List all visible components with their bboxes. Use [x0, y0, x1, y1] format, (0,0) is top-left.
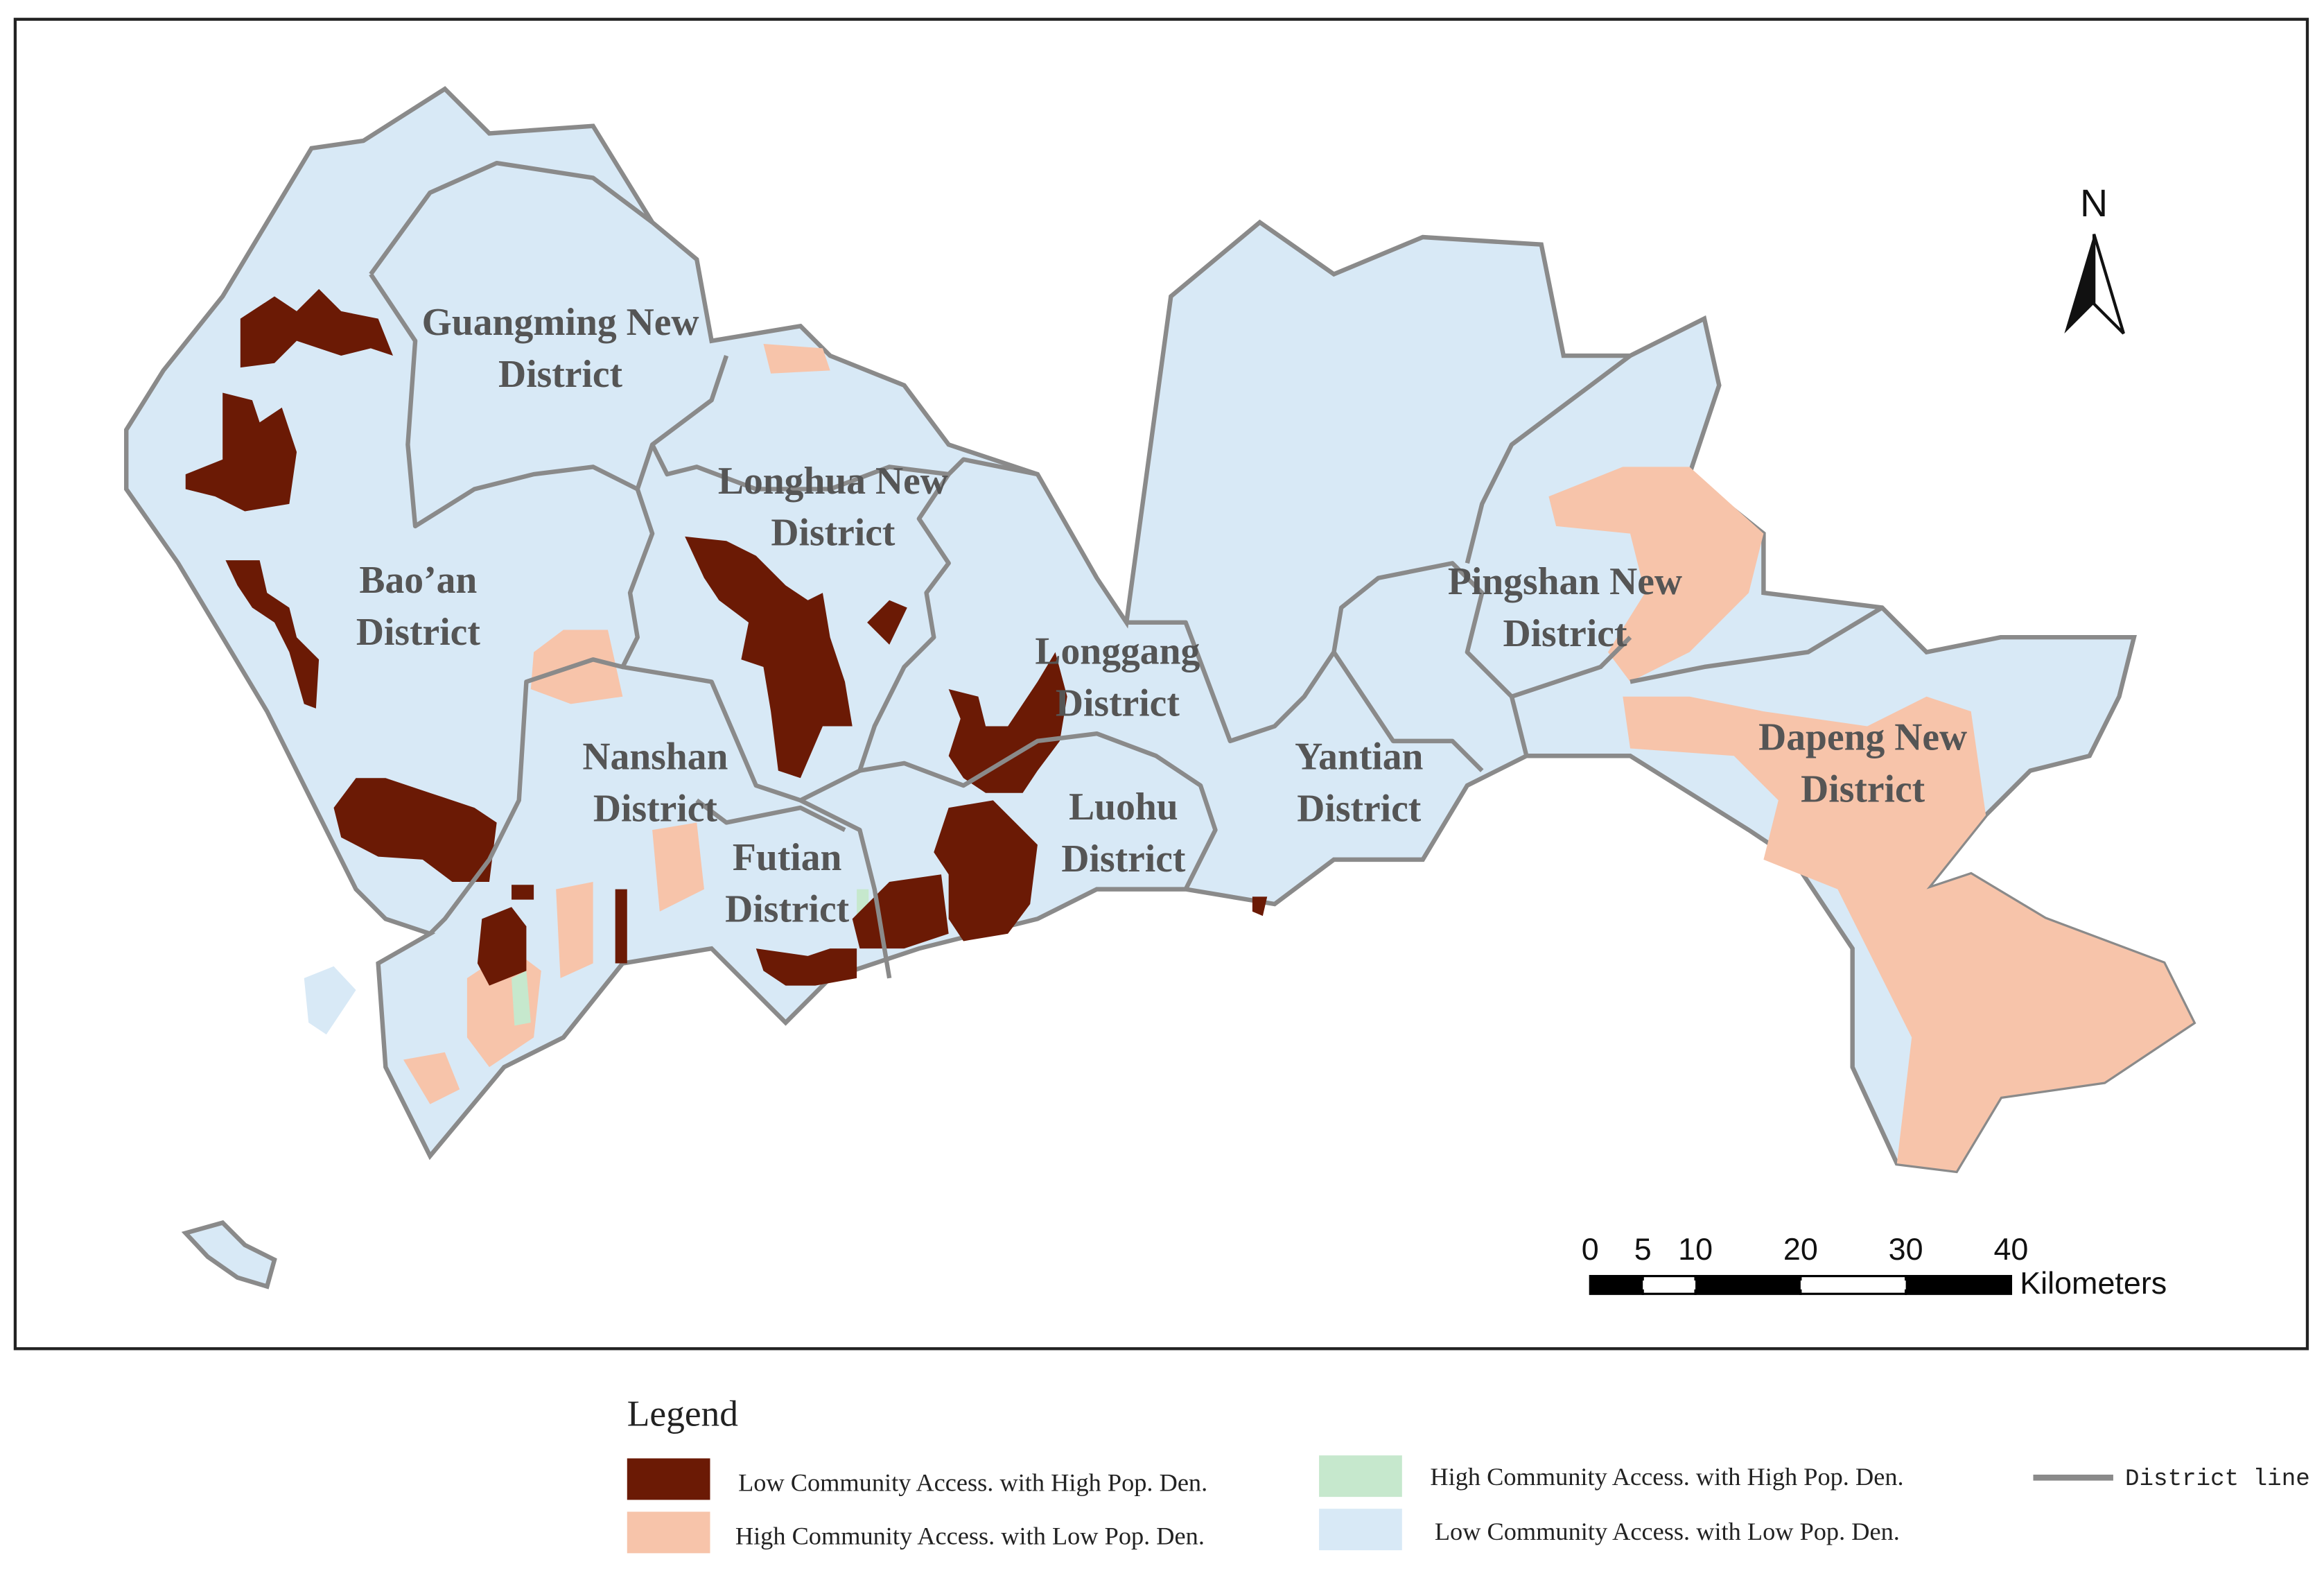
legend-swatch — [1319, 1455, 1402, 1498]
scale-unit: Kilometers — [2020, 1265, 2167, 1301]
north-label: N — [2080, 182, 2108, 225]
patch — [1548, 467, 1764, 682]
legend-label: Low Community Access. with Low Pop. Den. — [1435, 1518, 1900, 1545]
legend-title: Legend — [627, 1393, 739, 1434]
district-label: Bao’an — [359, 559, 477, 602]
legend-swatch — [627, 1511, 710, 1554]
patch — [763, 343, 830, 374]
scale-inner — [1643, 1281, 1696, 1290]
district-label: Pingshan New — [1448, 560, 1682, 603]
district-label: District — [593, 787, 717, 830]
scale-tick-label: 10 — [1678, 1231, 1713, 1267]
low-density-patches — [403, 343, 2194, 1171]
scale-tick-label: 30 — [1889, 1231, 1923, 1267]
district-lines — [369, 160, 1884, 979]
district-label: Guangming New — [422, 301, 699, 344]
district-label: District — [1503, 612, 1627, 655]
district-label: Longgang — [1035, 630, 1200, 673]
scale-segment — [1694, 1274, 1802, 1295]
scale-tick-label: 0 — [1582, 1231, 1599, 1267]
district-label: District — [1056, 682, 1180, 725]
legend-label: High Community Access. with High Pop. De… — [1430, 1463, 1903, 1491]
legend-swatch — [627, 1458, 710, 1500]
island — [181, 1220, 277, 1290]
scale-tick-label: 40 — [1993, 1231, 2028, 1267]
patch — [1623, 696, 2194, 1171]
district-label: District — [1061, 837, 1185, 880]
district-label: Dapeng New — [1758, 716, 1967, 759]
legend-label: Low Community Access. with High Pop. Den… — [738, 1469, 1207, 1497]
low-access-high-density-patches — [185, 288, 1268, 986]
legend: Legend Low Community Access. with High Po… — [627, 1393, 2310, 1554]
district-label: District — [498, 353, 622, 396]
scale-inner — [1800, 1281, 1906, 1290]
patch — [556, 881, 593, 978]
scale-segment — [1589, 1274, 1644, 1295]
district-label: District — [1801, 768, 1925, 811]
north-arrow-right — [2092, 234, 2125, 335]
district-label: Nanshan — [582, 735, 728, 778]
district-label: Longhua New — [718, 460, 948, 503]
scale-tick-label: 20 — [1783, 1231, 1818, 1267]
district-labels: Guangming New District Longhua New District… — [356, 301, 1967, 931]
district-label: District — [1297, 787, 1421, 830]
district-label: Luohu — [1069, 786, 1178, 828]
scale-tick-label: 5 — [1634, 1231, 1652, 1267]
district-label: District — [771, 512, 895, 555]
district-label: Yantian — [1295, 735, 1423, 778]
scale-segment — [1905, 1274, 2013, 1295]
legend-label: High Community Access. with Low Pop. Den… — [735, 1522, 1205, 1550]
district-label: Futian — [733, 836, 842, 879]
legend-swatch — [1319, 1509, 1402, 1551]
patch — [403, 1052, 460, 1104]
patch — [652, 822, 704, 912]
district-label: District — [356, 611, 480, 654]
district-label: District — [725, 888, 849, 931]
islet — [304, 966, 356, 1035]
legend-label: District line — [2125, 1466, 2310, 1493]
